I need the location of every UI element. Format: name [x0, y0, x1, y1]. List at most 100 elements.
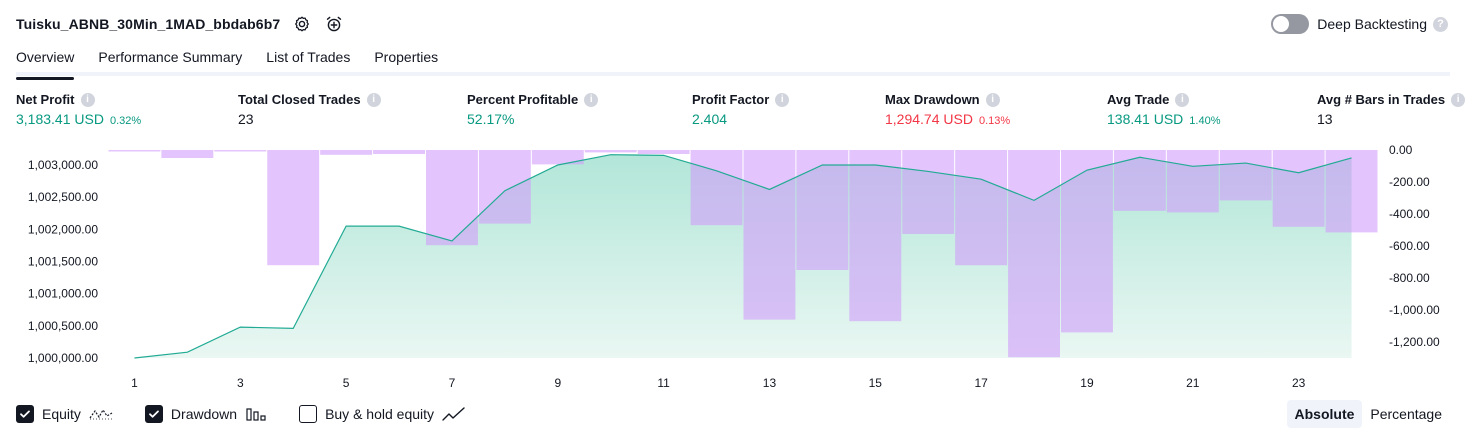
tab-list-of-trades[interactable]: List of Trades [266, 49, 351, 65]
y-right-tick-label: -1,200.00 [1389, 335, 1440, 349]
y-left-tick-label: 1,003,000.00 [28, 158, 98, 172]
settings-icon[interactable] [292, 14, 312, 34]
metric-avg-trade: Avg Trade i 138.41 USD 1.40% [1107, 92, 1220, 127]
equity-line-icon [89, 406, 113, 422]
info-icon[interactable]: i [366, 92, 381, 107]
header: Tuisku_ABNB_30Min_1MAD_bbdab6b7 [16, 12, 344, 36]
drawdown-bar [214, 150, 267, 152]
y-left-tick-label: 1,001,000.00 [28, 287, 98, 301]
strategy-title: Tuisku_ABNB_30Min_1MAD_bbdab6b7 [16, 16, 281, 32]
legend-label: Buy & hold equity [325, 406, 435, 422]
metric-total-closed-trades: Total Closed Trades i 23 [238, 92, 381, 127]
drawdown-bar [478, 150, 531, 224]
metric-value: 1,294.74 USD [885, 111, 973, 127]
equity-line [134, 154, 1352, 359]
drawdown-bar [690, 150, 743, 226]
metric-value: 2.404 [692, 111, 728, 127]
y-right-tick-label: -600.00 [1389, 239, 1430, 253]
drawdown-bar [796, 150, 849, 270]
legend-equity[interactable]: Equity [16, 405, 113, 423]
info-icon[interactable]: i [80, 92, 95, 107]
drawdown-bar [584, 150, 637, 153]
y-right-tick-label: -200.00 [1389, 175, 1430, 189]
y-right-tick-label: -400.00 [1389, 207, 1430, 221]
y-left-tick-label: 1,002,500.00 [28, 190, 98, 204]
metric-value: 23 [238, 111, 254, 127]
legend-label: Equity [42, 406, 81, 422]
legend-label: Drawdown [170, 406, 238, 422]
equity-drawdown-chart[interactable]: 1,000,000.00 1,000,500.00 1,001,000.00 1,00… [0, 140, 1466, 398]
drawdown-bar [531, 150, 584, 165]
percentage-button[interactable]: Percentage [1370, 406, 1442, 422]
x-tick-label: 9 [554, 376, 561, 390]
x-tick-label: 7 [449, 376, 456, 390]
info-icon[interactable]: i [985, 92, 1000, 107]
metric-net-profit: Net Profit i 3,183.41 USD 0.32% [16, 92, 141, 127]
buy-hold-line-icon [442, 406, 466, 422]
tab-properties[interactable]: Properties [374, 49, 439, 65]
chart-legend: Equity Drawdown Buy & hold equity [16, 402, 498, 426]
metric-label: Avg Trade [1107, 92, 1170, 107]
drawdown-bar [1325, 150, 1378, 233]
metric-max-drawdown: Max Drawdown i 1,294.74 USD 0.13% [885, 92, 1010, 127]
drawdown-bar [426, 150, 478, 246]
drawdown-bar [1166, 150, 1219, 213]
metric-value: 3,183.41 USD [16, 111, 104, 127]
y-right-tick-label: -1,000.00 [1389, 303, 1440, 317]
drawdown-bar [743, 150, 796, 320]
metric-label: Profit Factor [692, 92, 770, 107]
x-tick-label: 11 [657, 376, 670, 390]
drawdown-bar [267, 150, 320, 266]
metrics-row: Net Profit i 3,183.41 USD 0.32% Total Clos… [16, 92, 1466, 132]
x-tick-label: 3 [237, 376, 244, 390]
y-left-tick-label: 1,000,500.00 [28, 319, 98, 333]
drawdown-bar [1008, 150, 1060, 358]
legend-drawdown[interactable]: Drawdown [144, 405, 267, 423]
y-right-tick-label: -800.00 [1389, 271, 1430, 285]
metric-percent: 0.13% [978, 115, 1011, 127]
tab-performance-summary[interactable]: Performance Summary [98, 49, 243, 65]
x-tick-label: 13 [763, 376, 777, 390]
drawdown-bar [1061, 150, 1113, 333]
buy-hold-checkbox[interactable] [299, 405, 318, 423]
metric-percent-profitable: Percent Profitable i 52.17% [467, 92, 599, 127]
alarm-add-icon[interactable] [324, 14, 344, 34]
drawdown-bar [1113, 150, 1166, 211]
deep-backtesting-control: Deep Backtesting ? [1271, 12, 1448, 36]
drawdown-bar [373, 150, 425, 154]
x-tick-label: 17 [974, 376, 988, 390]
metric-value: 13 [1317, 111, 1333, 127]
y-left-tick-label: 1,001,500.00 [28, 255, 98, 269]
drawdown-bar [161, 150, 214, 158]
drawdown-bars-icon [245, 406, 267, 422]
metric-label: Total Closed Trades [238, 92, 361, 107]
info-icon[interactable]: i [775, 92, 790, 107]
legend-buy-hold-equity[interactable]: Buy & hold equity [299, 405, 466, 423]
info-icon[interactable]: i [584, 92, 599, 107]
equity-checkbox[interactable] [16, 405, 34, 423]
x-tick-label: 21 [1186, 376, 1200, 390]
deep-backtesting-toggle[interactable] [1271, 14, 1310, 34]
x-tick-label: 5 [343, 376, 350, 390]
deep-backtesting-label: Deep Backtesting [1317, 16, 1427, 32]
x-tick-label: 19 [1080, 376, 1094, 390]
tab-bar: Overview Performance Summary List of Tra… [16, 44, 1450, 80]
info-icon[interactable]: i [1451, 92, 1466, 107]
drawdown-bar [1219, 150, 1272, 201]
info-icon[interactable]: i [1175, 92, 1190, 107]
metric-label: Max Drawdown [885, 92, 980, 107]
drawdown-bar [108, 150, 161, 152]
y-left-tick-label: 1,002,000.00 [28, 222, 98, 236]
y-right-tick-label: 0.00 [1389, 143, 1413, 157]
metric-percent: 0.32% [109, 115, 142, 127]
help-icon[interactable]: ? [1433, 16, 1448, 32]
tab-overview[interactable]: Overview [16, 44, 75, 80]
drawdown-bar [637, 150, 690, 154]
x-tick-label: 23 [1292, 376, 1306, 390]
absolute-button[interactable]: Absolute [1286, 400, 1363, 428]
metric-profit-factor: Profit Factor i 2.404 [692, 92, 790, 127]
x-tick-label: 1 [131, 376, 138, 390]
drawdown-checkbox[interactable] [144, 405, 163, 423]
metric-value: 138.41 USD [1107, 111, 1184, 127]
metric-avg-bars-in-trades: Avg # Bars in Trades i 13 [1317, 92, 1466, 127]
